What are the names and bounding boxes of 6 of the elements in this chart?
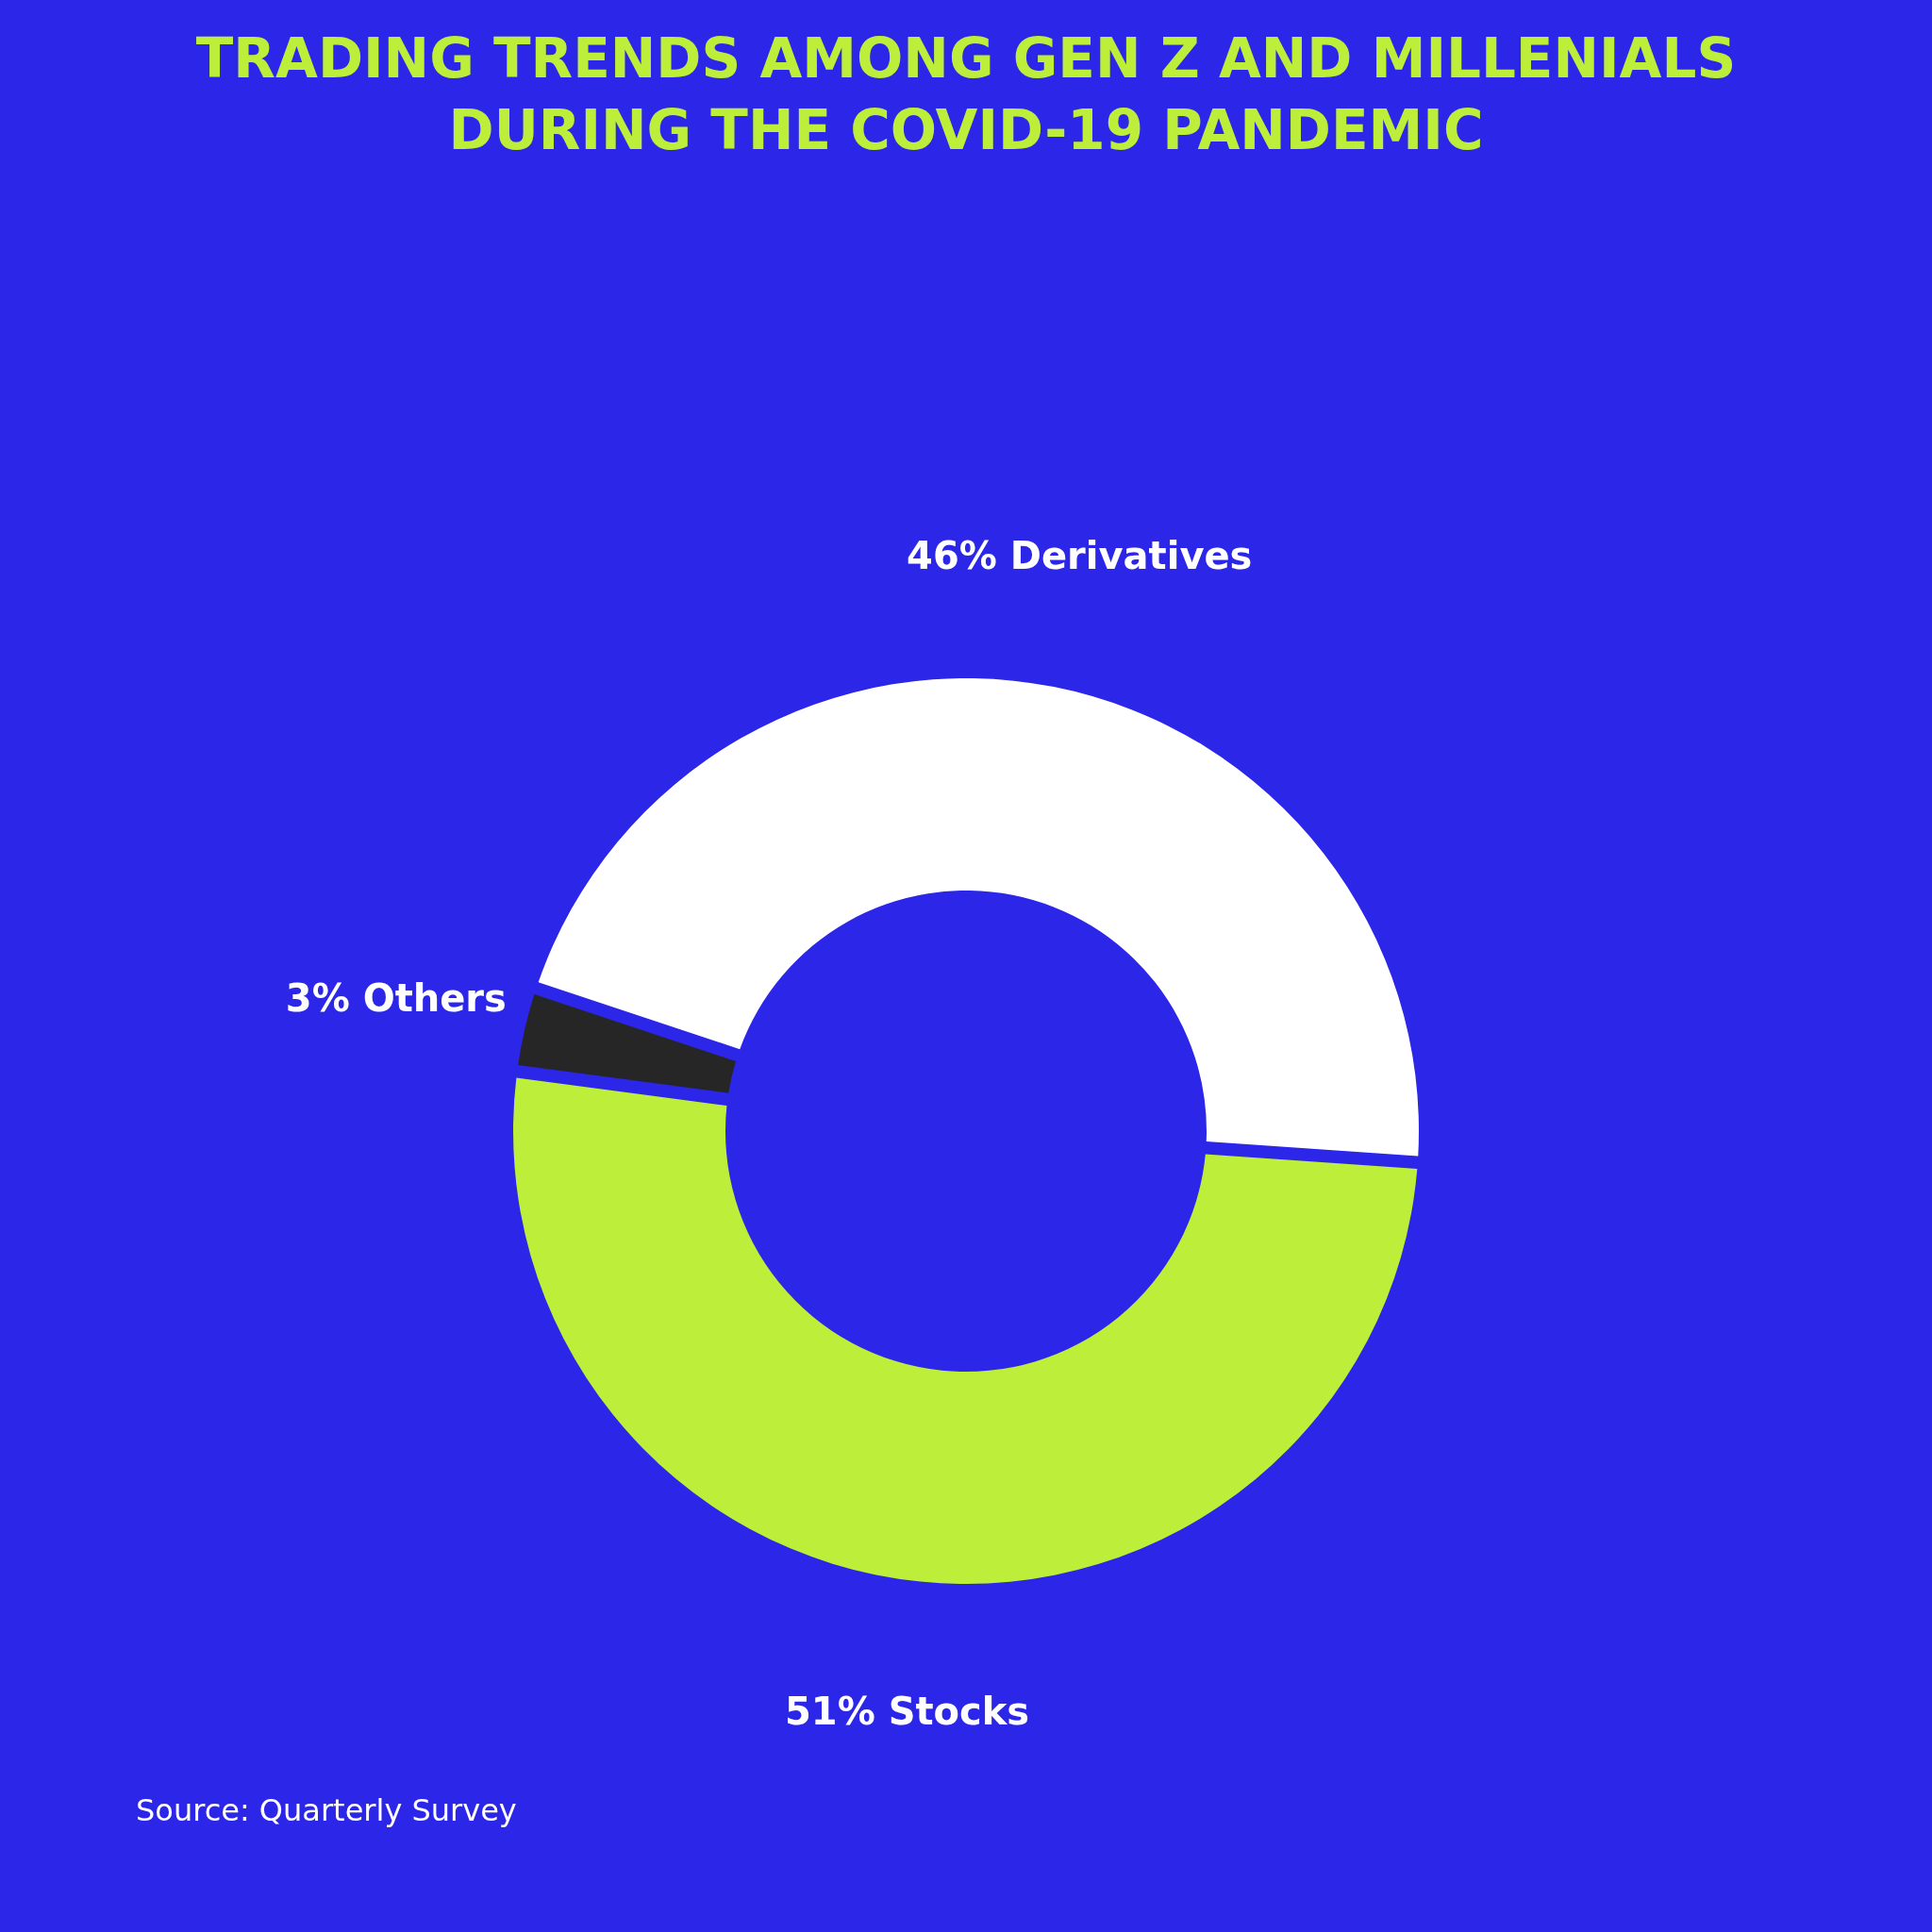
slice-label: 3% Others: [285, 975, 507, 1020]
text: TRADING TRENDS AMONG GEN Z AND MILLENIALS: [195, 26, 1737, 91]
text: DURING THE COVID-19 PANDEMIC: [448, 98, 1484, 162]
slice-label: 51% Stocks: [784, 1689, 1030, 1733]
source-note: Source: Quarterly Survey: [136, 1792, 517, 1828]
slice-label: 46% Derivatives: [907, 533, 1253, 577]
